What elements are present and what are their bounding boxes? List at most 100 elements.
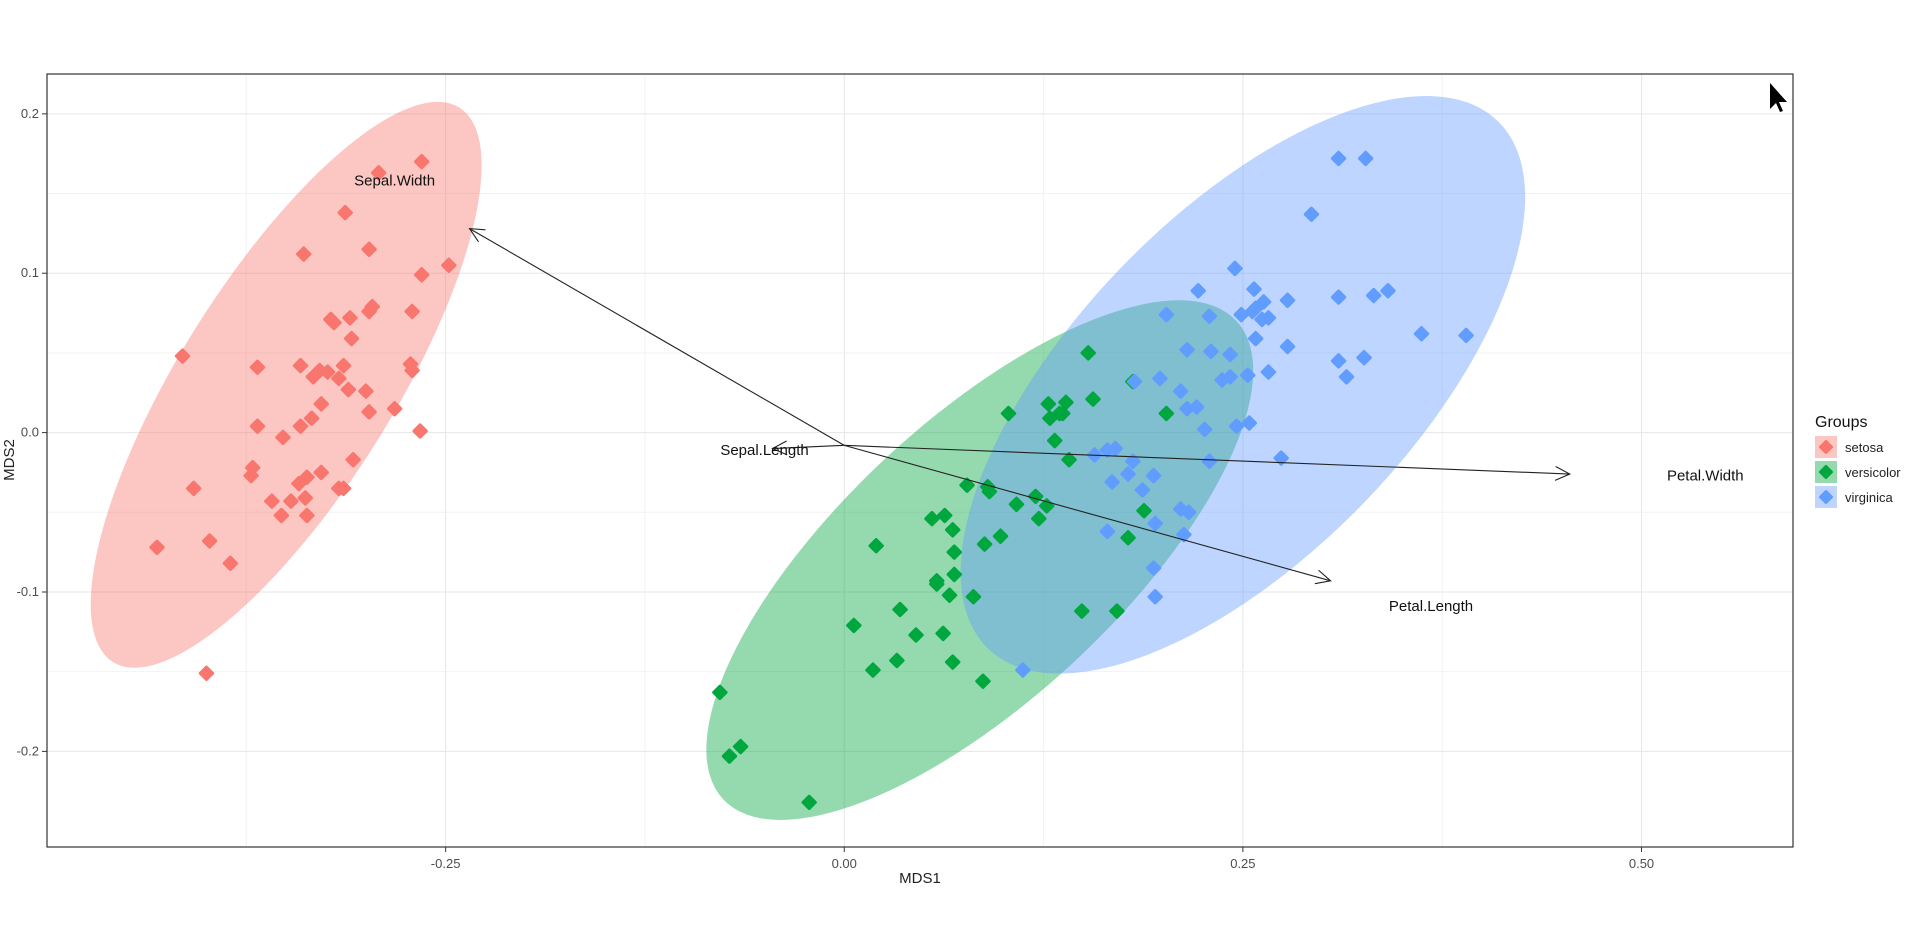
y-axis-title: MDS2 — [1, 439, 18, 481]
point-virginica — [1222, 346, 1238, 363]
point-versicolor — [1080, 345, 1096, 361]
point-versicolor — [946, 566, 962, 583]
legend: Groups setosa versicolor virginica — [1815, 414, 1901, 508]
point-virginica — [1147, 515, 1163, 532]
arrowhead-Petal.Width — [1554, 466, 1572, 481]
point-virginica — [1338, 369, 1355, 385]
point-setosa — [303, 410, 320, 426]
point-virginica — [1015, 662, 1031, 678]
point-setosa — [412, 423, 428, 439]
point-setosa — [326, 314, 342, 331]
point-virginica — [1180, 504, 1197, 520]
point-virginica — [1273, 450, 1289, 466]
point-setosa — [296, 246, 312, 262]
point-setosa — [404, 303, 420, 320]
point-virginica — [1357, 150, 1374, 167]
point-versicolor — [1120, 530, 1136, 546]
point-versicolor — [935, 625, 951, 642]
point-versicolor — [732, 738, 749, 755]
point-setosa — [370, 165, 387, 181]
point-setosa — [335, 480, 352, 497]
point-setosa — [201, 533, 218, 549]
point-setosa — [275, 429, 291, 446]
point-versicolor — [1061, 452, 1077, 468]
x-tick-label: -0.25 — [431, 856, 461, 871]
arrowhead-Sepal.Width — [468, 227, 486, 243]
grid-lines — [47, 74, 1793, 847]
arrow-Petal.Width — [844, 444, 1570, 475]
point-virginica — [1196, 421, 1213, 438]
point-versicolor — [801, 794, 817, 811]
point-virginica — [1104, 474, 1120, 490]
legend-label: virginica — [1845, 490, 1893, 505]
point-virginica — [1134, 482, 1151, 498]
point-virginica — [1179, 342, 1195, 358]
variable-label: Sepal.Length — [720, 442, 808, 459]
point-setosa — [273, 507, 290, 524]
legend-marker-versicolor — [1819, 465, 1833, 479]
y-tick-label: 0.2 — [21, 106, 39, 121]
point-versicolor — [1085, 391, 1101, 407]
point-virginica — [1145, 467, 1162, 484]
point-setosa — [313, 464, 329, 481]
point-versicolor — [946, 544, 962, 560]
point-virginica — [1330, 289, 1347, 305]
point-versicolor — [1109, 603, 1125, 619]
point-setosa — [222, 555, 239, 572]
point-versicolor — [865, 662, 881, 678]
point-versicolor — [1047, 432, 1063, 449]
point-virginica — [1247, 330, 1264, 347]
point-setosa — [305, 369, 321, 385]
point-versicolor — [959, 477, 975, 493]
plot-panel — [47, 74, 1793, 847]
point-versicolor — [944, 522, 961, 538]
legend-title: Groups — [1815, 414, 1867, 431]
variable-label: Sepal.Width — [354, 173, 435, 190]
point-virginica — [1380, 283, 1396, 299]
point-versicolor — [924, 510, 940, 527]
arrowhead-Petal.Length — [1314, 569, 1332, 585]
point-setosa — [404, 362, 420, 379]
point-setosa — [292, 357, 309, 374]
point-setosa — [335, 357, 352, 374]
point-virginica — [1246, 281, 1262, 297]
point-virginica — [1125, 453, 1141, 469]
x-axis-ticks: -0.25 0.00 0.25 0.50 — [431, 847, 1654, 871]
point-setosa — [299, 507, 315, 524]
point-virginica — [1152, 370, 1168, 387]
point-setosa — [291, 475, 307, 492]
point-versicolor — [975, 673, 991, 689]
point-versicolor — [937, 507, 953, 524]
point-versicolor — [1000, 405, 1017, 422]
point-setosa — [386, 401, 403, 417]
point-virginica — [1176, 526, 1192, 543]
point-virginica — [1188, 399, 1205, 415]
point-virginica — [1458, 327, 1474, 344]
point-setosa — [243, 467, 259, 484]
point-virginica — [1126, 373, 1143, 390]
point-virginica — [1158, 306, 1175, 323]
point-versicolor — [1040, 396, 1057, 412]
point-setosa — [249, 418, 266, 434]
point-versicolor — [721, 748, 738, 764]
point-versicolor — [892, 601, 908, 618]
point-virginica — [1279, 338, 1296, 355]
x-tick-label: 0.25 — [1230, 856, 1255, 871]
point-virginica — [1330, 353, 1347, 369]
point-setosa — [343, 330, 360, 347]
point-versicolor — [889, 652, 905, 669]
point-setosa — [337, 204, 353, 221]
point-versicolor — [1158, 405, 1175, 422]
arrow-Petal.Length — [844, 444, 1331, 582]
point-versicolor — [965, 589, 982, 605]
legend-marker-virginica — [1819, 490, 1833, 504]
point-virginica — [1173, 383, 1189, 399]
panel-border — [46, 73, 1794, 848]
point-virginica — [1365, 287, 1382, 304]
point-virginica — [1099, 442, 1116, 458]
point-virginica — [1222, 369, 1238, 385]
point-versicolor — [908, 627, 924, 643]
point-virginica — [1330, 150, 1347, 167]
point-setosa — [361, 241, 377, 258]
